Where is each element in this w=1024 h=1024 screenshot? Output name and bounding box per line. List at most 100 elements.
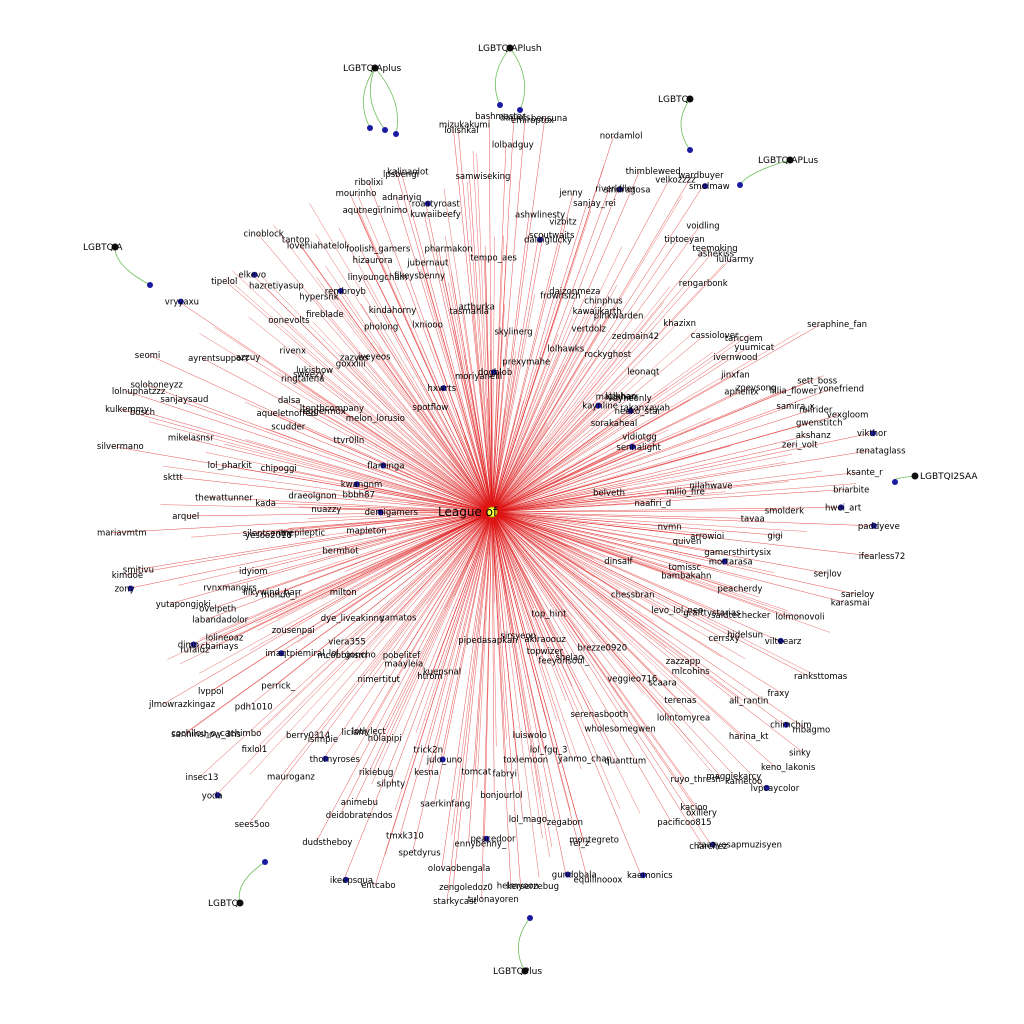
user-node[interactable] bbox=[870, 430, 876, 437]
user-node-label: loveniahatelol bbox=[287, 242, 347, 252]
user-node[interactable] bbox=[721, 558, 728, 565]
user-node-label: tmxk310 bbox=[386, 831, 424, 841]
user-node-label: jinxfan bbox=[720, 371, 750, 381]
user-node[interactable] bbox=[342, 876, 349, 883]
user-node[interactable] bbox=[783, 721, 790, 728]
edge bbox=[491, 511, 830, 633]
edge bbox=[359, 248, 493, 513]
user-node[interactable] bbox=[483, 835, 490, 842]
user-node[interactable] bbox=[490, 369, 497, 376]
user-node[interactable] bbox=[627, 407, 634, 414]
edge bbox=[491, 511, 716, 536]
hashtag-hub-node[interactable] bbox=[786, 156, 794, 164]
user-node-label: quiven bbox=[673, 537, 702, 547]
edge bbox=[491, 368, 636, 513]
user-node-label: sarieloy bbox=[841, 590, 874, 600]
user-node-label: kerserzebug bbox=[507, 882, 559, 892]
user-node[interactable] bbox=[629, 443, 636, 450]
user-node-label: ruyo_thresh bbox=[671, 775, 721, 785]
edge bbox=[491, 511, 740, 782]
edge bbox=[396, 173, 493, 513]
user-node[interactable] bbox=[127, 585, 134, 592]
edge bbox=[491, 510, 779, 513]
user-node[interactable] bbox=[337, 288, 344, 294]
edge bbox=[415, 511, 493, 733]
user-node[interactable] bbox=[527, 915, 533, 921]
user-node-label: sinky bbox=[789, 748, 811, 758]
hashtag-hub-node[interactable] bbox=[111, 243, 119, 251]
user-node-label: pdh1010 bbox=[235, 702, 273, 712]
edge bbox=[426, 511, 493, 605]
hashtag-hub-node[interactable] bbox=[911, 472, 919, 480]
user-node-label: iveyeos bbox=[358, 353, 391, 363]
user-node-label: zousenpai bbox=[272, 626, 315, 636]
hashtag-hub-node[interactable] bbox=[371, 64, 379, 72]
user-node[interactable] bbox=[687, 147, 693, 153]
user-node[interactable] bbox=[251, 271, 258, 278]
hashtag-hub-node[interactable] bbox=[521, 967, 529, 975]
edge bbox=[491, 483, 857, 513]
center-node-label: League of bbox=[438, 505, 498, 519]
user-node[interactable] bbox=[595, 402, 602, 409]
user-node-label: arrowioi bbox=[690, 532, 724, 542]
user-node[interactable] bbox=[278, 650, 285, 657]
user-node-label: levo_lol_neo bbox=[651, 606, 703, 616]
user-node[interactable] bbox=[353, 481, 360, 488]
user-node[interactable] bbox=[497, 102, 503, 108]
user-node[interactable] bbox=[380, 462, 387, 469]
user-node[interactable] bbox=[190, 641, 197, 648]
user-node[interactable] bbox=[616, 186, 623, 193]
user-node[interactable] bbox=[439, 756, 446, 763]
user-node-label: kwangnm bbox=[341, 480, 383, 490]
user-node[interactable] bbox=[424, 200, 431, 207]
edge bbox=[491, 511, 573, 618]
edge bbox=[491, 408, 506, 513]
edge bbox=[426, 493, 493, 513]
user-node[interactable] bbox=[440, 385, 447, 392]
user-node[interactable] bbox=[737, 182, 743, 188]
user-node[interactable] bbox=[367, 125, 373, 131]
user-node[interactable] bbox=[777, 637, 784, 644]
edge bbox=[491, 511, 742, 635]
hashtag-hub-node[interactable] bbox=[686, 95, 694, 103]
user-node[interactable] bbox=[382, 127, 388, 133]
edge bbox=[491, 120, 526, 513]
edge bbox=[257, 511, 493, 593]
user-node[interactable] bbox=[838, 504, 844, 511]
user-node[interactable] bbox=[214, 792, 221, 799]
center-node[interactable] bbox=[486, 506, 498, 518]
user-node[interactable] bbox=[393, 131, 399, 137]
edge bbox=[359, 417, 493, 513]
user-node[interactable] bbox=[763, 784, 770, 791]
edge bbox=[371, 511, 493, 680]
hashtag-hub-node[interactable] bbox=[236, 899, 244, 907]
user-node-label: yonefriend bbox=[818, 385, 864, 395]
user-node-label: sindragosa bbox=[604, 185, 651, 195]
user-node[interactable] bbox=[322, 755, 329, 762]
user-node-label: mondo_r bbox=[261, 590, 299, 600]
edge bbox=[255, 511, 493, 750]
user-node[interactable] bbox=[537, 236, 543, 243]
user-node-label: charchez bbox=[689, 842, 728, 852]
user-node-label: luluarmy bbox=[716, 255, 753, 265]
user-node-label: scoutwaits bbox=[529, 231, 575, 241]
user-node[interactable] bbox=[892, 479, 898, 485]
hashtag-hub-node[interactable] bbox=[506, 44, 514, 52]
user-node-label: moriyanelli bbox=[455, 372, 502, 382]
user-node[interactable] bbox=[870, 522, 877, 529]
user-node[interactable] bbox=[177, 298, 184, 305]
user-node[interactable] bbox=[147, 282, 153, 288]
user-node[interactable] bbox=[640, 872, 646, 879]
user-node-label: zony bbox=[115, 585, 135, 595]
user-node-label: nimertitut bbox=[358, 675, 401, 685]
user-node[interactable] bbox=[517, 107, 523, 113]
edge bbox=[491, 511, 809, 677]
edge bbox=[491, 511, 588, 526]
edge bbox=[325, 265, 493, 513]
user-node[interactable] bbox=[262, 859, 268, 865]
user-node[interactable] bbox=[709, 841, 716, 848]
user-node[interactable] bbox=[377, 509, 384, 516]
user-node[interactable] bbox=[564, 871, 571, 878]
user-node[interactable] bbox=[702, 183, 708, 190]
edge bbox=[307, 511, 493, 519]
